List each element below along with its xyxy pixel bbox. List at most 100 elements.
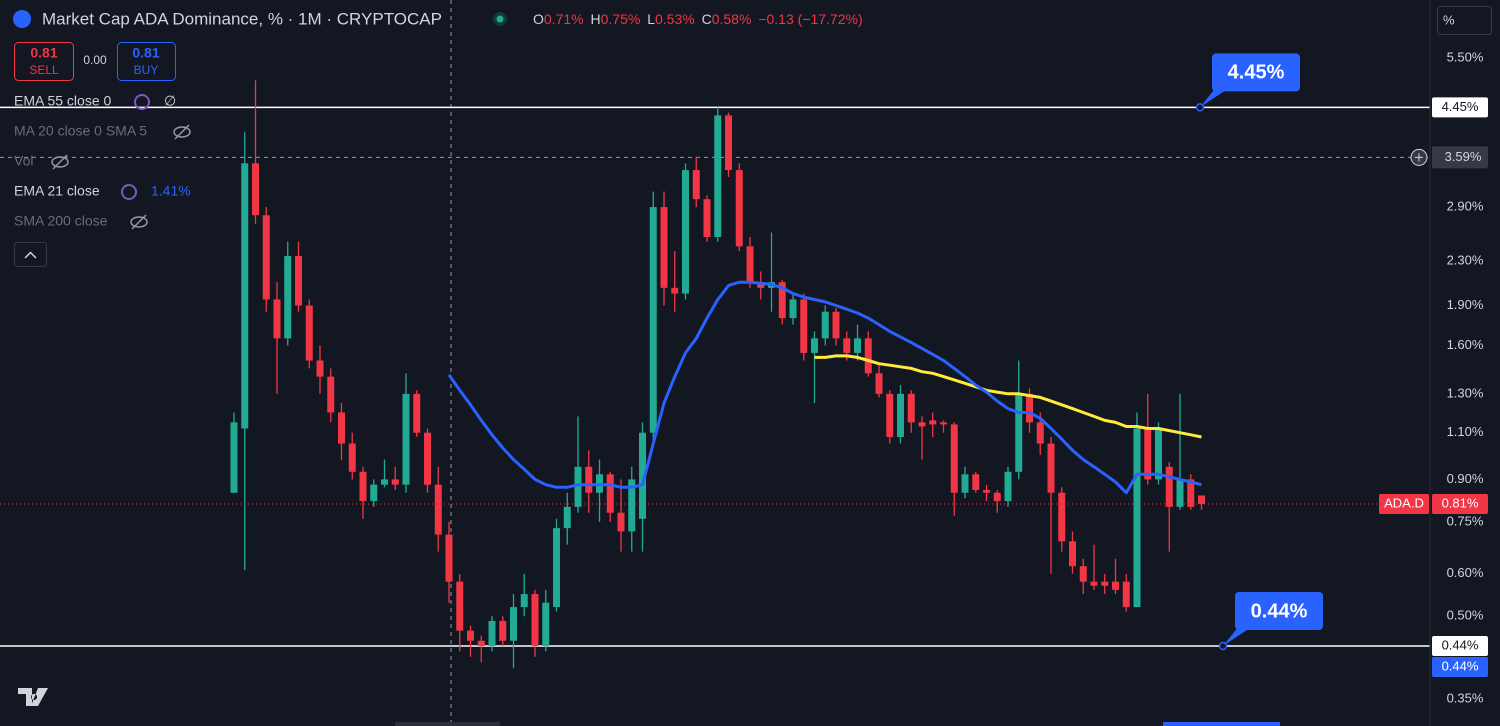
anchor-point [1218, 641, 1228, 651]
axis-label: 3.59% [1445, 149, 1482, 164]
candle-body [230, 422, 238, 493]
axis-label-box [1432, 635, 1488, 656]
axis-label: 0.81% [1442, 495, 1479, 510]
ohlc-value: 0.71% [544, 11, 584, 27]
y-tick-label: 5.50% [1447, 50, 1484, 65]
candle-body [553, 528, 560, 608]
indicator-name: EMA 21 close [14, 183, 100, 199]
candle-body [1144, 428, 1152, 480]
candle-body [467, 630, 474, 641]
candle-body [488, 620, 496, 646]
tv-logo [18, 688, 48, 706]
candle-body [1165, 466, 1173, 507]
candle-body [391, 479, 399, 485]
candle-body [1198, 495, 1205, 504]
candle-body [327, 376, 335, 413]
candle-body [649, 207, 657, 433]
candle-body [757, 282, 765, 288]
candle-body [929, 420, 937, 425]
candle-body [445, 534, 453, 582]
candle-body [735, 170, 743, 247]
callout-pointer [1200, 87, 1230, 108]
candle-body [1058, 492, 1066, 542]
candle-body [660, 207, 668, 288]
callout-text: 4.45% [1228, 62, 1285, 84]
candle-body [413, 393, 421, 433]
candle-body [1176, 479, 1184, 507]
candle-body [1155, 428, 1162, 480]
candle-body [1187, 479, 1195, 507]
ma-line [814, 354, 1202, 439]
callout-box [1235, 591, 1323, 630]
indicator-value: 1.41% [151, 183, 191, 199]
y-tick-label: 0.50% [1447, 608, 1484, 623]
sell-button[interactable] [14, 42, 74, 81]
candle-body [1047, 443, 1055, 493]
candle-body [1015, 393, 1023, 472]
candle-body [241, 163, 249, 429]
market-status-dot [496, 15, 504, 23]
candle-body [940, 422, 947, 425]
candle-body [886, 393, 894, 437]
candle-body [907, 393, 915, 423]
candle-body [531, 594, 539, 646]
indicator-name: SMA 200 close [14, 213, 108, 229]
candle-body [477, 640, 485, 646]
candle-body [789, 299, 797, 319]
hidden-icon[interactable] [51, 154, 69, 170]
ohlc-value: 0.53% [655, 11, 695, 27]
indicator-icon[interactable] [121, 184, 137, 200]
candle-body [1090, 581, 1098, 586]
candle-body [434, 484, 442, 535]
indicator-name: EMA 55 close 0 [14, 93, 111, 109]
candle-body [1122, 581, 1130, 608]
candle-body [381, 479, 388, 485]
scale-mode-button[interactable] [1437, 6, 1492, 35]
ma-line [447, 280, 1202, 495]
add-alert-icon [1415, 153, 1423, 162]
candle-body [617, 512, 625, 532]
candle-body [703, 199, 711, 238]
indicator-icon[interactable] [134, 94, 150, 110]
ohlc-value: 0.58% [712, 11, 752, 27]
symbol-icon [13, 10, 31, 28]
candle-body [639, 432, 646, 519]
candle-body [1101, 581, 1109, 586]
candle-body [1112, 581, 1119, 590]
candle-body [854, 338, 861, 353]
candle-body [252, 163, 259, 216]
y-tick-label: 0.90% [1447, 471, 1484, 486]
axis-label: 0.44% [1442, 658, 1479, 673]
candle-body [370, 484, 378, 502]
ohlc-change: −0.13 (−17.72%) [758, 11, 862, 27]
candle-body [993, 492, 1001, 502]
y-tick-label: 0.35% [1447, 691, 1484, 706]
ohlc-value: 0.75% [601, 11, 641, 27]
callout-box [1212, 53, 1300, 92]
sell-price: 0.81 [30, 45, 57, 61]
ohlc-key: H [590, 11, 600, 27]
candle-body [864, 338, 872, 374]
y-tick-label: 2.90% [1447, 199, 1484, 214]
candle-body [284, 256, 292, 339]
candle-body [348, 443, 356, 472]
scrollbar [395, 722, 500, 726]
buy-button[interactable] [117, 42, 176, 81]
range-marker [1163, 722, 1280, 726]
candle-body [821, 311, 829, 339]
candle-body [961, 474, 969, 493]
axis-label: 4.45% [1442, 99, 1479, 114]
symbol-label: ADA.D [1384, 495, 1424, 510]
candle-body [585, 466, 593, 493]
candle-body [1079, 566, 1087, 582]
candle-body [1036, 422, 1044, 444]
hidden-icon[interactable] [130, 214, 148, 230]
candle-body [262, 215, 270, 300]
hidden-icon[interactable] [173, 124, 191, 140]
candle-body [983, 490, 990, 493]
candle-body [305, 305, 313, 361]
candle-body [574, 466, 582, 507]
spread: 0.00 [83, 53, 107, 67]
collapse-button[interactable] [14, 242, 47, 267]
candle-body [316, 360, 324, 377]
